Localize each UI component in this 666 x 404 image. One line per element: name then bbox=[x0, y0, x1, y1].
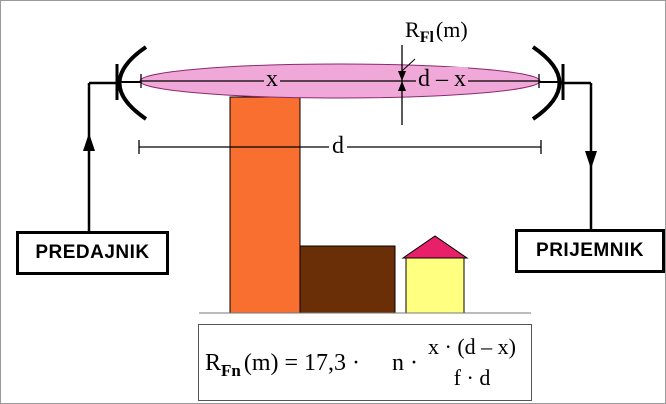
formula-numerator: x · (d – x) bbox=[428, 334, 516, 359]
label-x: x bbox=[264, 66, 280, 92]
transmitter-arrow bbox=[83, 133, 95, 151]
receiver-label: PRIJEMNIK bbox=[536, 240, 644, 261]
formula-n-term: n · bbox=[392, 350, 418, 376]
formula-denominator: f · d bbox=[453, 365, 491, 390]
formula-box bbox=[198, 324, 532, 401]
formula-lhs: RFn (m) = 17,3 · bbox=[205, 350, 361, 380]
house-roof bbox=[401, 235, 469, 259]
low-building bbox=[299, 245, 396, 314]
label-d: d bbox=[329, 133, 347, 159]
label-radius-rfl: RFl(m) bbox=[405, 17, 468, 46]
receiver-label-box: PRIJEMNIK bbox=[515, 229, 665, 273]
tall-building bbox=[229, 96, 301, 314]
transmitter-label: PREDAJNIK bbox=[35, 242, 150, 263]
transmitter-label-box: PREDAJNIK bbox=[16, 231, 169, 275]
receiver-arrow bbox=[585, 151, 597, 169]
house-wall bbox=[405, 256, 465, 314]
label-d-minus-x: d – x bbox=[416, 66, 468, 92]
